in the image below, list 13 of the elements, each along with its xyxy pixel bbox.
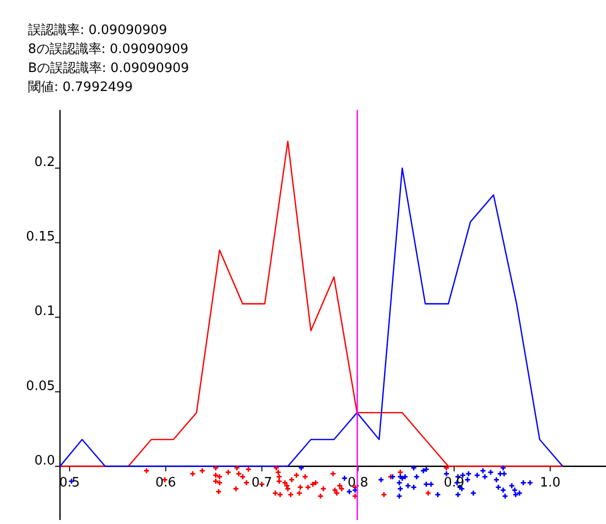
x-tick-label: 0.7 bbox=[252, 475, 272, 490]
x-tick-label: 1.0 bbox=[540, 475, 561, 490]
text: 誤認識率: 0.09090909 bbox=[28, 22, 168, 38]
y-tick-label: 0.15 bbox=[26, 230, 55, 245]
x-tick-label: 0.6 bbox=[155, 475, 176, 490]
y-tick-label: 0.0 bbox=[34, 453, 55, 468]
text: Bの誤認識率: 0.09090909 bbox=[28, 60, 190, 76]
text: 8の誤認識率: 0.09090909 bbox=[28, 41, 188, 57]
y-tick-label: 0.1 bbox=[34, 304, 55, 320]
y-tick-label: 0.05 bbox=[26, 378, 55, 394]
x-tick-label: 0.5 bbox=[59, 475, 80, 490]
text: 閾値: 0.7992499 bbox=[28, 80, 133, 95]
y-tick-label: 0.2 bbox=[34, 155, 55, 170]
